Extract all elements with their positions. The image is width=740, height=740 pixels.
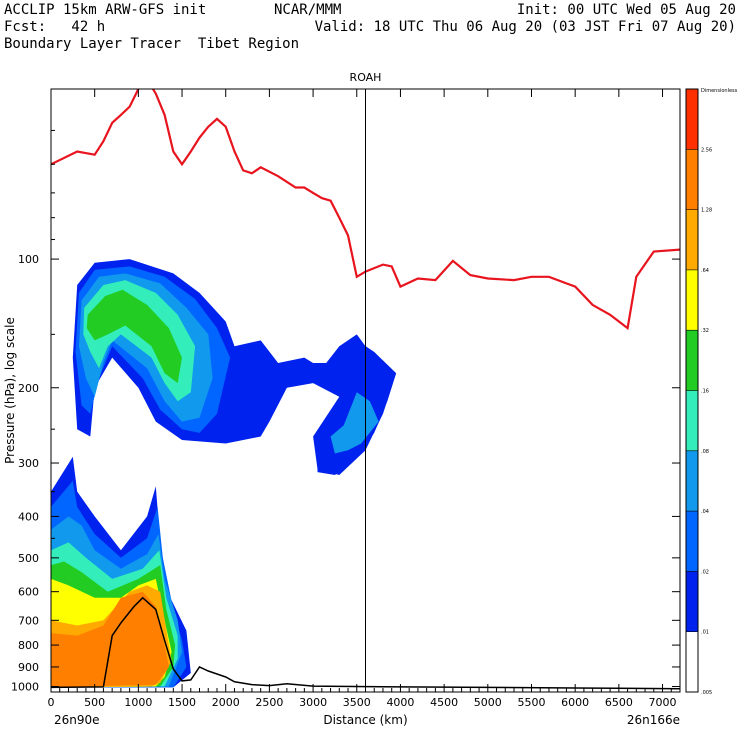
y-tick-label: 1000 — [11, 681, 39, 694]
y-tick-label: 200 — [18, 382, 39, 395]
colorbar-level-label: .08 — [701, 449, 709, 455]
x-tick-label: 2000 — [212, 696, 240, 709]
x-tick-label: 3000 — [299, 696, 327, 709]
x-tick-label: 4000 — [386, 696, 414, 709]
colorbar-level-label: .16 — [701, 389, 709, 395]
colorbar-level-label: .01 — [701, 630, 709, 636]
colorbar-title: Dimensionless — [701, 88, 738, 94]
colorbar-swatch — [686, 209, 698, 270]
x-tick-label: 1500 — [168, 696, 196, 709]
colorbar-level-label: .04 — [701, 509, 709, 515]
colorbar-swatch — [686, 89, 698, 150]
x-tick-label: 5500 — [517, 696, 545, 709]
colorbar-level-label: .005 — [701, 690, 712, 696]
header-line3-left: Boundary Layer Tracer Tibet Region — [4, 36, 300, 52]
colorbar-swatch — [686, 450, 698, 512]
x-end-label: 26n166e — [627, 713, 680, 727]
colorbar-swatch — [686, 269, 698, 331]
colorbar-swatch — [686, 631, 698, 692]
colorbar-swatch — [686, 149, 698, 210]
y-axis-title: Pressure (hPa), log scale — [3, 317, 17, 464]
x-axis-title: Distance (km) — [323, 713, 407, 727]
colorbar-level-label: 1.28 — [701, 208, 712, 214]
header-line1-center: NCAR/MMM — [274, 2, 342, 18]
tracer-region-p04 — [330, 392, 379, 454]
colorbar-swatch — [686, 330, 698, 391]
colorbar-level-label: .02 — [701, 569, 709, 575]
x-tick-label: 7000 — [649, 696, 677, 709]
x-tick-label: 4500 — [430, 696, 458, 709]
y-tick-label: 300 — [18, 457, 39, 470]
terrain-line — [51, 596, 680, 690]
colorbar-level-label: .64 — [701, 268, 709, 274]
header-line1-right: Init: 00 UTC Wed 05 Aug 20 — [516, 2, 736, 18]
x-tick-label: 3500 — [343, 696, 371, 709]
x-tick-label: 6500 — [605, 696, 633, 709]
header-line2-left: Fcst: 42 h — [4, 19, 106, 35]
colorbar-level-label: .32 — [701, 328, 709, 334]
y-tick-label: 500 — [18, 552, 39, 565]
y-tick-label: 600 — [18, 586, 39, 599]
y-tick-label: 100 — [18, 253, 39, 266]
x-tick-label: 5000 — [474, 696, 502, 709]
x-start-label: 26n90e — [54, 713, 100, 727]
header-line2-right: Valid: 18 UTC Thu 06 Aug 20 (03 JST Fri … — [314, 19, 736, 35]
colorbar-swatch — [686, 511, 698, 572]
y-tick-label: 900 — [18, 661, 39, 674]
header-line1-left: ACCLIP 15km ARW-GFS init — [4, 2, 207, 18]
y-tick-label: 800 — [18, 639, 39, 652]
chart-title: ROAH — [350, 71, 382, 84]
y-tick-label: 400 — [18, 510, 39, 523]
x-tick-label: 0 — [48, 696, 55, 709]
x-tick-label: 500 — [84, 696, 105, 709]
colorbar-swatch — [686, 571, 698, 632]
tracer-region-1p28 — [51, 591, 169, 688]
y-tick-label: 700 — [18, 614, 39, 627]
tropopause-line — [51, 89, 680, 331]
x-tick-label: 1000 — [124, 696, 152, 709]
x-tick-label: 2500 — [255, 696, 283, 709]
x-tick-label: 6000 — [561, 696, 589, 709]
colorbar-swatch — [686, 390, 698, 451]
tracer-region-p16 — [86, 289, 182, 384]
colorbar-level-label: 2.56 — [701, 147, 712, 153]
